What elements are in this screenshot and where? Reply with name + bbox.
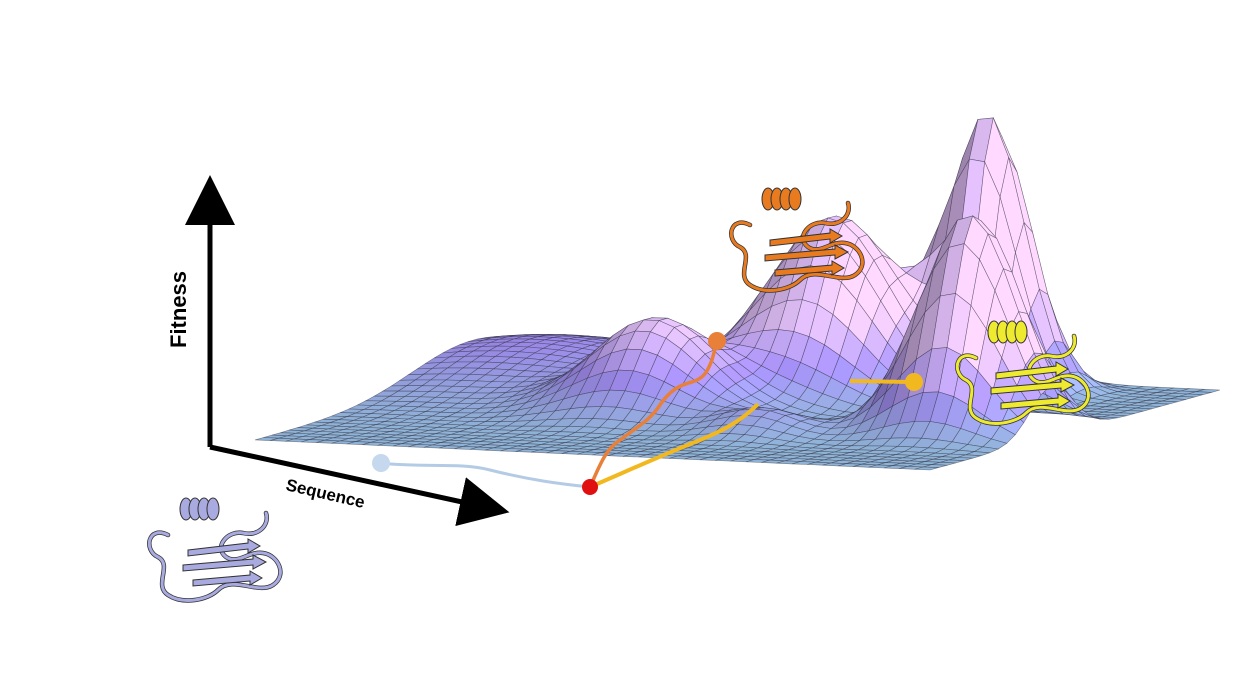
start-node <box>372 454 390 472</box>
protein-coil <box>147 511 282 602</box>
protein-coil <box>955 334 1090 425</box>
yellow-path-end <box>849 379 913 384</box>
evolution-paths <box>372 332 923 495</box>
protein-beta-strand <box>182 554 268 572</box>
orange-path <box>588 341 719 488</box>
sequence-axis <box>209 444 510 527</box>
protein-helix-turn <box>1014 320 1028 344</box>
protein-beta-strand <box>995 361 1069 380</box>
fitness-surface <box>254 116 1221 471</box>
fitness-axis-label: Fitness <box>166 271 191 348</box>
orange-end-node <box>708 332 726 350</box>
protein-start-icon <box>147 497 283 603</box>
yellow-path <box>589 402 760 489</box>
surface-cell <box>914 466 939 471</box>
protein-coil <box>729 201 864 292</box>
protein-helix-turn <box>206 497 220 521</box>
protein-beta-strand <box>774 260 845 277</box>
start-path <box>380 461 591 489</box>
protein-beta-strand <box>990 377 1076 395</box>
protein-yellow-icon <box>955 320 1091 426</box>
protein-helix-turn <box>788 187 802 211</box>
protein-beta-strand <box>769 228 843 247</box>
protein-beta-strand <box>764 244 850 262</box>
protein-beta-strand <box>192 570 263 587</box>
branch-point-node <box>582 479 598 495</box>
yellow-end-node <box>905 373 923 391</box>
protein-beta-strand <box>187 538 261 557</box>
protein-beta-strand <box>1000 393 1071 410</box>
protein-orange-icon <box>729 187 865 293</box>
